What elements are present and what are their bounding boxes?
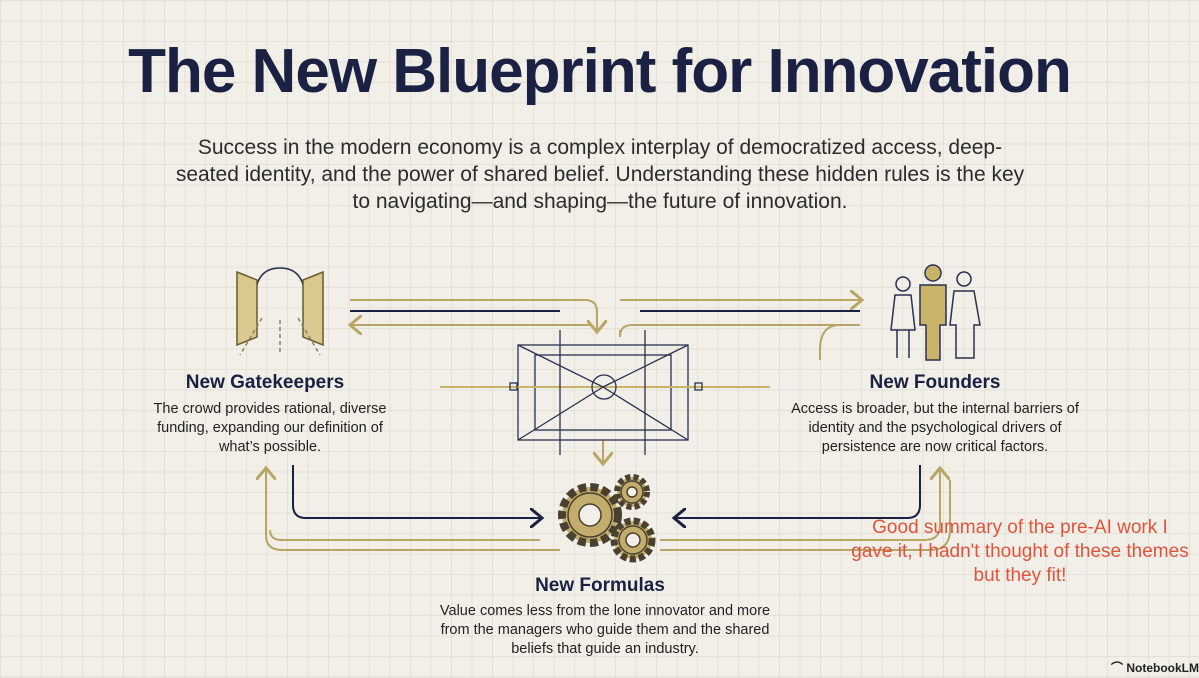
blueprint-frame-icon: [440, 330, 770, 455]
arrow: [676, 465, 921, 518]
notebook-logo-icon: ⌒: [1111, 661, 1127, 675]
annotation-note: Good summary of the pre-AI work I gave i…: [851, 517, 1189, 586]
formulas-heading: New Formulas: [535, 575, 665, 596]
page-title: The New Blueprint for Innovation: [128, 37, 1072, 106]
gears-icon: [558, 474, 656, 563]
arrow: [292, 465, 540, 518]
gatekeepers-text: The crowd provides rational, diverse fun…: [153, 401, 387, 455]
arrow: [819, 324, 841, 360]
subtitle: Success in the modern economy is a compl…: [175, 136, 1025, 213]
open-doors-icon: [236, 267, 324, 356]
arrow: [660, 480, 951, 551]
arrow: [660, 470, 940, 541]
people-icon: [890, 264, 981, 361]
notebooklm-watermark: ⌒ NotebookLM: [1111, 661, 1199, 675]
arrow: [269, 529, 540, 541]
founders-heading: New Founders: [869, 372, 1001, 393]
arrow: [350, 299, 597, 330]
formulas-text: Value comes less from the lone innovator…: [439, 603, 771, 657]
gatekeepers-heading: New Gatekeepers: [185, 372, 345, 393]
founders-text: Access is broader, but the internal barr…: [791, 401, 1079, 455]
arrow: [266, 470, 560, 551]
arrow: [619, 324, 860, 338]
